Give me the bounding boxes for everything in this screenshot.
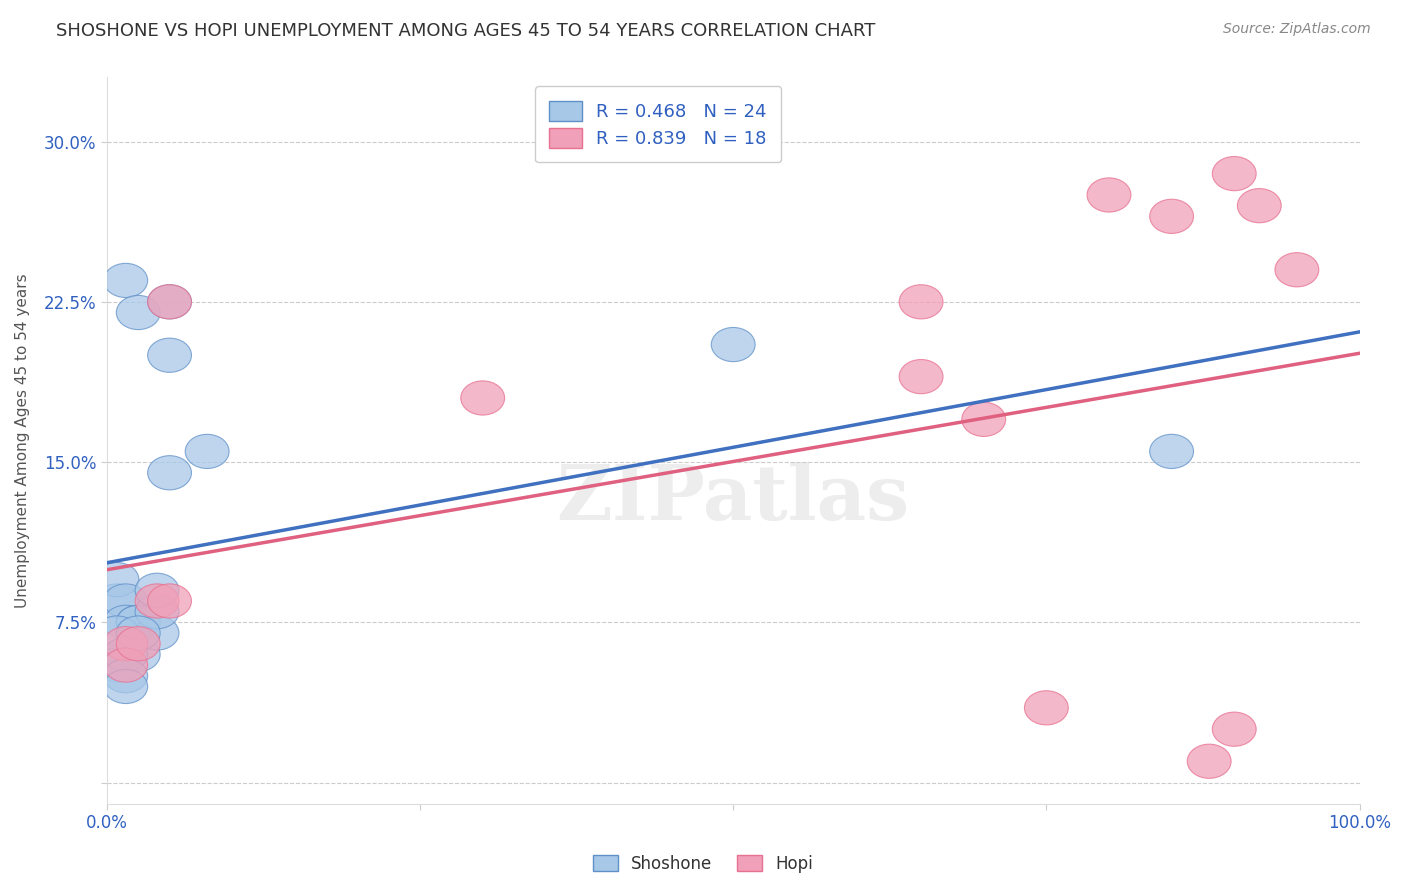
Ellipse shape bbox=[96, 648, 139, 682]
Ellipse shape bbox=[1275, 252, 1319, 287]
Ellipse shape bbox=[186, 434, 229, 468]
Ellipse shape bbox=[96, 584, 139, 618]
Ellipse shape bbox=[1150, 199, 1194, 234]
Ellipse shape bbox=[104, 648, 148, 682]
Ellipse shape bbox=[104, 584, 148, 618]
Text: Source: ZipAtlas.com: Source: ZipAtlas.com bbox=[1223, 22, 1371, 37]
Ellipse shape bbox=[117, 616, 160, 650]
Ellipse shape bbox=[900, 359, 943, 393]
Y-axis label: Unemployment Among Ages 45 to 54 years: Unemployment Among Ages 45 to 54 years bbox=[15, 274, 30, 608]
Legend: Shoshone, Hopi: Shoshone, Hopi bbox=[586, 848, 820, 880]
Ellipse shape bbox=[117, 606, 160, 640]
Ellipse shape bbox=[1237, 188, 1281, 223]
Ellipse shape bbox=[148, 338, 191, 372]
Ellipse shape bbox=[96, 563, 139, 597]
Ellipse shape bbox=[104, 637, 148, 672]
Ellipse shape bbox=[711, 327, 755, 361]
Ellipse shape bbox=[117, 626, 160, 661]
Text: ZIPatlas: ZIPatlas bbox=[557, 462, 910, 536]
Ellipse shape bbox=[135, 616, 179, 650]
Ellipse shape bbox=[104, 658, 148, 693]
Ellipse shape bbox=[104, 263, 148, 298]
Ellipse shape bbox=[900, 285, 943, 319]
Ellipse shape bbox=[148, 456, 191, 490]
Ellipse shape bbox=[104, 669, 148, 704]
Ellipse shape bbox=[962, 402, 1005, 436]
Ellipse shape bbox=[104, 606, 148, 640]
Ellipse shape bbox=[117, 637, 160, 672]
Ellipse shape bbox=[148, 584, 191, 618]
Ellipse shape bbox=[104, 626, 148, 661]
Ellipse shape bbox=[461, 381, 505, 415]
Ellipse shape bbox=[135, 595, 179, 629]
Ellipse shape bbox=[117, 606, 160, 640]
Ellipse shape bbox=[1212, 712, 1256, 747]
Ellipse shape bbox=[148, 285, 191, 319]
Text: SHOSHONE VS HOPI UNEMPLOYMENT AMONG AGES 45 TO 54 YEARS CORRELATION CHART: SHOSHONE VS HOPI UNEMPLOYMENT AMONG AGES… bbox=[56, 22, 876, 40]
Ellipse shape bbox=[1187, 744, 1232, 779]
Ellipse shape bbox=[148, 285, 191, 319]
Ellipse shape bbox=[135, 574, 179, 607]
Ellipse shape bbox=[1087, 178, 1130, 212]
Legend: R = 0.468   N = 24, R = 0.839   N = 18: R = 0.468 N = 24, R = 0.839 N = 18 bbox=[534, 87, 782, 162]
Ellipse shape bbox=[1150, 434, 1194, 468]
Ellipse shape bbox=[135, 584, 179, 618]
Ellipse shape bbox=[117, 295, 160, 329]
Ellipse shape bbox=[96, 616, 139, 650]
Ellipse shape bbox=[1212, 156, 1256, 191]
Ellipse shape bbox=[1025, 690, 1069, 725]
